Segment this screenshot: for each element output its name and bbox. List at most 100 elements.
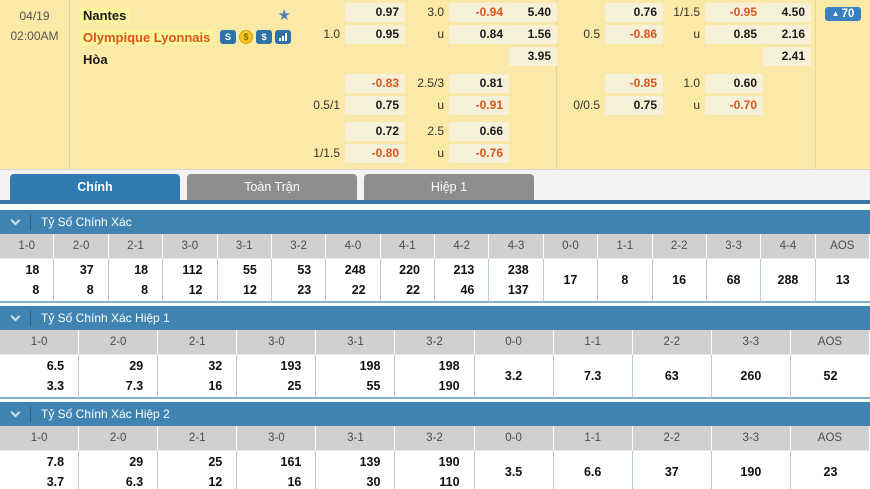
odds-value[interactable]: 0.75 [605, 96, 663, 115]
odds-value[interactable]: -0.70 [705, 96, 763, 115]
score-odds-cell[interactable]: 260 [711, 355, 791, 399]
score-odds-value: 198 [359, 359, 381, 373]
score-odds-cell[interactable]: 190 110 [395, 451, 475, 489]
favorite-star-icon[interactable]: ★ [277, 7, 291, 24]
odds-value[interactable]: -0.95 [705, 3, 763, 22]
score-column-header: 2-0 [54, 234, 109, 259]
score-odds-cell[interactable]: 55 12 [217, 259, 272, 303]
score-odds-cell[interactable]: 16 [652, 259, 707, 303]
score-odds-cell[interactable]: 53 23 [271, 259, 327, 303]
score-odds-cell[interactable]: 198 55 [316, 355, 396, 399]
more-odds-badge[interactable]: ▲ 70 [824, 6, 862, 21]
score-column-header: 1-0 [0, 426, 80, 451]
score-odds-cell[interactable]: 63 [632, 355, 712, 399]
bar-chart-icon[interactable] [275, 30, 291, 44]
section-header[interactable]: Tỷ Số Chính Xác Hiệp 1 [0, 306, 870, 330]
odds-value[interactable]: -0.80 [345, 144, 405, 163]
score-odds-cell[interactable]: 32 16 [158, 355, 238, 399]
section-title: Tỷ Số Chính Xác [41, 215, 132, 229]
score-odds-value: 238 [507, 263, 529, 277]
score-odds-cell[interactable]: 52 [790, 355, 870, 399]
odds-value[interactable]: 1.56 [509, 25, 557, 44]
score-odds-value: 137 [507, 283, 529, 297]
odds-value[interactable]: 2.16 [763, 25, 811, 44]
odds-value[interactable]: 0.66 [449, 122, 509, 141]
score-odds-cell[interactable]: 3.2 [474, 355, 554, 399]
score-odds-value: 139 [359, 455, 381, 469]
score-odds-cell[interactable]: 29 7.3 [79, 355, 159, 399]
score-odds-cell[interactable]: 193 25 [237, 355, 317, 399]
score-odds-cell[interactable]: 7.3 [553, 355, 633, 399]
handicap-label: 0.5 [583, 27, 600, 41]
score-odds-cell[interactable]: 238 137 [489, 259, 544, 303]
score-odds-cell[interactable]: 288 [761, 259, 816, 303]
odds-value[interactable]: 0.72 [345, 122, 405, 141]
tab-chính[interactable]: Chính [10, 174, 180, 200]
score-odds-cell[interactable]: 37 8 [54, 259, 109, 303]
handicap-label: u [437, 98, 444, 112]
score-odds-cell[interactable]: 29 6.3 [79, 451, 159, 489]
score-column-header: 4-0 [326, 234, 381, 259]
odds-value[interactable]: -0.94 [449, 3, 509, 22]
odds-value[interactable]: -0.76 [449, 144, 509, 163]
coin-icon[interactable]: $ [239, 30, 253, 44]
score-odds-cell[interactable]: 25 12 [158, 451, 238, 489]
odds-value[interactable]: 2.41 [763, 47, 811, 66]
score-odds-cell[interactable]: 213 46 [435, 259, 490, 303]
score-odds-value: 3.2 [504, 369, 523, 383]
away-team-name: Olympique Lyonnais [80, 29, 214, 45]
score-odds-value: 112 [182, 263, 203, 277]
score-odds-value: 12 [242, 283, 257, 297]
odds-value[interactable]: 3.95 [509, 47, 557, 66]
odds-value[interactable]: 0.97 [345, 3, 405, 22]
odds-value[interactable]: 0.60 [705, 74, 763, 93]
score-odds-cell[interactable]: 18 8 [0, 259, 55, 303]
score-odds-cell[interactable]: 190 [711, 451, 791, 489]
handicap-label [299, 47, 345, 66]
score-odds-cell[interactable]: 7.8 3.7 [0, 451, 80, 489]
score-odds-cell[interactable]: 161 16 [237, 451, 317, 489]
section-header[interactable]: Tỷ Số Chính Xác [0, 210, 870, 234]
cash-icon[interactable]: $ [256, 30, 272, 44]
odds-value[interactable]: -0.83 [345, 74, 405, 93]
score-odds-value: 12 [188, 283, 203, 297]
match-time-column: 04/19 02:00AM [0, 0, 70, 169]
score-odds-cell[interactable]: 112 12 [163, 259, 218, 303]
odds-value[interactable]: 4.50 [763, 3, 811, 22]
odds-value[interactable]: 0.76 [605, 3, 663, 22]
score-odds-cell[interactable]: 6.6 [553, 451, 633, 489]
score-column-header: 3-1 [316, 426, 396, 451]
score-odds-cell[interactable]: 198 190 [395, 355, 475, 399]
betslip-icon[interactable]: S [220, 30, 236, 44]
odds-value[interactable]: 5.40 [509, 3, 557, 22]
score-odds-cell[interactable]: 13 [815, 259, 870, 303]
odds-group: 0.72 2.5 0.66 1/1.5 -0.80 u -0.76 [299, 122, 556, 163]
score-odds-cell[interactable]: 37 [632, 451, 712, 489]
score-odds-cell[interactable]: 3.5 [474, 451, 554, 489]
handicap-label [299, 3, 345, 22]
tab-toàn-trận[interactable]: Toàn Trận [187, 174, 357, 200]
score-odds-cell[interactable]: 6.5 3.3 [0, 355, 80, 399]
score-odds-value: 8 [32, 283, 40, 297]
score-odds-cell[interactable]: 8 [598, 259, 653, 303]
score-column-header: 3-3 [711, 426, 791, 451]
odds-value[interactable]: 0.84 [449, 25, 509, 44]
odds-value[interactable]: -0.86 [605, 25, 663, 44]
handicap-label [557, 3, 605, 22]
section-header[interactable]: Tỷ Số Chính Xác Hiệp 2 [0, 402, 870, 426]
score-odds-cell[interactable]: 139 30 [316, 451, 396, 489]
score-odds-cell[interactable]: 23 [790, 451, 870, 489]
score-odds-cell[interactable]: 17 [543, 259, 599, 303]
odds-value[interactable]: 0.85 [705, 25, 763, 44]
odds-value[interactable]: 0.95 [345, 25, 405, 44]
score-odds-cell[interactable]: 68 [706, 259, 762, 303]
tab-hiệp-1[interactable]: Hiệp 1 [364, 174, 534, 200]
score-odds-cell[interactable]: 220 22 [380, 259, 435, 303]
score-odds-cell[interactable]: 18 8 [108, 259, 164, 303]
score-odds-value: 260 [740, 369, 762, 383]
odds-value[interactable]: 0.75 [345, 96, 405, 115]
odds-value[interactable]: 0.81 [449, 74, 509, 93]
score-odds-cell[interactable]: 248 22 [326, 259, 381, 303]
odds-value[interactable]: -0.85 [605, 74, 663, 93]
odds-value[interactable]: -0.91 [449, 96, 509, 115]
